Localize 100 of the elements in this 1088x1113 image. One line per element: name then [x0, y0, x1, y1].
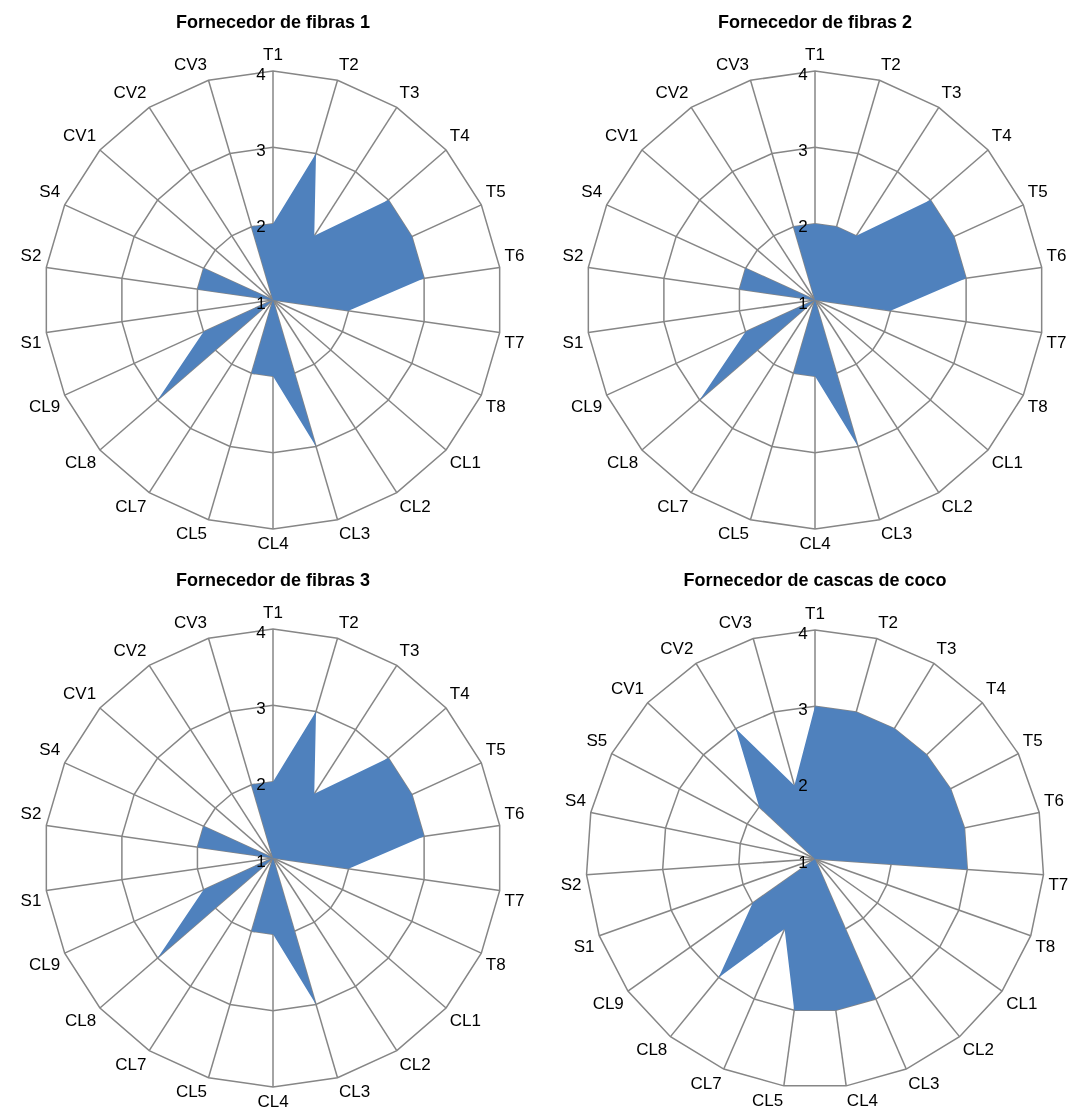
- spoke-label: S2: [562, 246, 584, 266]
- spoke-label: T3: [936, 638, 957, 658]
- spoke-label: CV1: [63, 126, 97, 146]
- spoke-label: T7: [1048, 874, 1069, 894]
- spoke-label: CV1: [605, 126, 639, 146]
- chart-title: Fornecedor de fibras 3: [175, 569, 371, 590]
- spoke-label: CL5: [175, 1082, 208, 1102]
- spoke-label: CV2: [660, 638, 694, 658]
- spoke-label: CL4: [257, 533, 289, 553]
- spoke-label: T6: [504, 804, 525, 824]
- spoke-label: T8: [485, 397, 506, 417]
- spoke-label: S4: [565, 790, 586, 810]
- spoke-label: T5: [1022, 730, 1043, 750]
- y-tick-label: 3: [798, 141, 808, 161]
- spoke-label: CL3: [338, 524, 371, 544]
- spoke-label: T1: [805, 604, 825, 624]
- spoke-label: T6: [1044, 790, 1064, 810]
- y-tick-label: 1: [798, 852, 808, 872]
- spoke-label: CV1: [610, 678, 644, 698]
- spoke-label: CL4: [257, 1091, 289, 1111]
- spoke-label: T5: [485, 182, 506, 202]
- spoke-label: CL9: [28, 955, 61, 975]
- y-tick-label: 3: [256, 699, 266, 719]
- spoke-label: CL9: [592, 993, 624, 1013]
- spoke-label: T2: [338, 612, 359, 632]
- spoke-label: CL3: [908, 1073, 940, 1093]
- chart-title: Fornecedor de fibras 2: [717, 11, 913, 32]
- spoke-label: S1: [573, 937, 595, 957]
- spoke-label: T3: [399, 640, 420, 660]
- y-tick-label: 3: [798, 700, 808, 720]
- spoke-label: CL8: [606, 453, 639, 473]
- spoke-label: CL1: [991, 453, 1024, 473]
- spoke-label: T3: [399, 82, 420, 102]
- spoke-label: S4: [39, 740, 61, 760]
- spoke-label: S5: [586, 730, 608, 750]
- spoke-label: CL1: [449, 1011, 482, 1031]
- spoke-label: CL4: [799, 533, 831, 553]
- spoke-label: CL5: [175, 524, 208, 544]
- chart-title: Fornecedor de fibras 1: [175, 11, 371, 32]
- spoke-label: T4: [449, 126, 470, 146]
- spoke-label: CL2: [399, 496, 431, 516]
- spoke-label: T2: [878, 613, 898, 633]
- spoke-label: CV2: [113, 82, 147, 102]
- spoke-label: CL2: [941, 496, 973, 516]
- spoke-label: CL9: [570, 397, 603, 417]
- spoke-label: CL5: [717, 524, 750, 544]
- spoke-label: T6: [1046, 246, 1067, 266]
- spoke-label: CV3: [174, 612, 208, 632]
- spoke-label: CL1: [1006, 993, 1038, 1013]
- spoke-label: T4: [449, 684, 470, 704]
- y-tick-label: 4: [256, 64, 266, 84]
- spoke-label: CL8: [636, 1040, 668, 1060]
- spoke-label: T8: [1035, 937, 1056, 957]
- spoke-label: CV1: [63, 684, 97, 704]
- spoke-label: S1: [562, 333, 584, 353]
- spoke-label: T5: [485, 740, 506, 760]
- y-tick-label: 4: [256, 622, 266, 642]
- spoke-label: CL2: [962, 1040, 994, 1060]
- spoke-label: T4: [991, 126, 1012, 146]
- spoke-label: T4: [986, 678, 1006, 698]
- chart-title: Fornecedor de cascas de coco: [683, 569, 947, 590]
- spoke-label: S2: [560, 874, 582, 894]
- spoke-label: T1: [263, 603, 283, 623]
- spoke-label: CL7: [115, 496, 147, 516]
- spoke-label: CL9: [28, 397, 61, 417]
- spoke-label: CV3: [716, 54, 750, 74]
- spoke-label: T6: [504, 246, 525, 266]
- spoke-label: S1: [20, 891, 42, 911]
- spoke-label: T1: [263, 45, 283, 65]
- spoke-label: CL2: [399, 1054, 431, 1074]
- spoke-label: S4: [581, 182, 603, 202]
- spoke-label: T7: [1046, 333, 1067, 353]
- spoke-label: T1: [805, 45, 825, 65]
- spoke-label: CL7: [690, 1073, 722, 1093]
- spoke-label: CL8: [64, 453, 97, 473]
- spoke-label: T7: [504, 891, 525, 911]
- spoke-label: S2: [20, 246, 42, 266]
- spoke-label: CL4: [846, 1090, 879, 1110]
- spoke-label: T8: [485, 955, 506, 975]
- spoke-label: CL3: [880, 524, 913, 544]
- spoke-label: T2: [880, 54, 901, 74]
- spoke-label: T7: [504, 333, 525, 353]
- y-tick-label: 4: [798, 623, 808, 643]
- spoke-label: CL7: [657, 496, 689, 516]
- spoke-label: CL1: [449, 453, 482, 473]
- spoke-label: CL7: [115, 1054, 147, 1074]
- spoke-label: CL8: [64, 1011, 97, 1031]
- spoke-label: T2: [338, 54, 359, 74]
- spoke-label: S4: [39, 182, 61, 202]
- spoke-label: T5: [1027, 182, 1048, 202]
- spoke-label: CL5: [751, 1090, 784, 1110]
- spoke-label: CV3: [174, 54, 208, 74]
- spoke-label: CV2: [655, 82, 689, 102]
- spoke-label: CV3: [718, 613, 752, 633]
- spoke-label: S2: [20, 804, 42, 824]
- y-tick-label: 1: [798, 293, 808, 313]
- y-tick-label: 1: [256, 851, 266, 871]
- spoke-label: CL3: [338, 1082, 371, 1102]
- y-tick-label: 3: [256, 141, 266, 161]
- y-tick-label: 4: [798, 64, 808, 84]
